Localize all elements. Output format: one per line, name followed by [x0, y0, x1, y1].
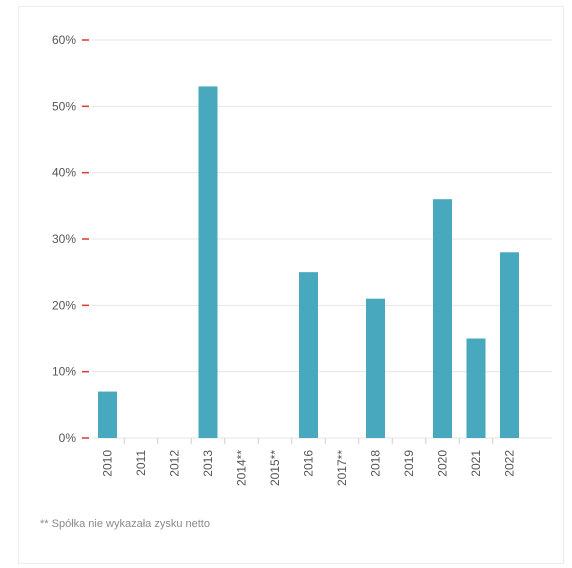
- bar: [366, 298, 385, 438]
- x-tick-label: 2014**: [235, 450, 249, 486]
- y-tick-label: 10%: [52, 365, 76, 379]
- x-tick-label: 2021: [469, 450, 483, 477]
- y-tick-label: 50%: [52, 99, 76, 113]
- bar: [433, 199, 452, 438]
- x-tick-label: 2012: [168, 450, 182, 477]
- x-tick-label: 2019: [402, 450, 416, 477]
- y-axis: 0% 10% 20% 30% 40% 50% 60%: [52, 33, 89, 445]
- bar: [466, 338, 486, 438]
- footnote: ** Spółka nie wykazała zysku netto: [40, 518, 210, 530]
- x-tick-label: 2018: [369, 450, 383, 477]
- x-tick-label: 2017**: [335, 450, 349, 486]
- bar: [299, 272, 318, 438]
- x-tick-label: 2016: [302, 450, 316, 477]
- x-tick-label: 2011: [134, 450, 148, 476]
- y-tick-label: 60%: [52, 33, 76, 47]
- bar-chart: 0%10%20%30%40%50%60% 2010 2011 2012 2013 201…: [52, 33, 552, 486]
- bar-series: [98, 86, 519, 438]
- x-axis: 2010 2011 2012 2013 2014** 2015** 2016 2017** 20…: [101, 438, 517, 486]
- bar: [198, 86, 218, 438]
- x-tick-label: 2010: [101, 450, 115, 477]
- chart-card: [18, 6, 564, 564]
- bar: [500, 252, 519, 438]
- bar: [98, 391, 117, 438]
- y-tick-label: 20%: [52, 298, 76, 312]
- y-tick-label: 30%: [52, 232, 76, 246]
- x-tick-label: 2013: [201, 450, 215, 477]
- y-tick-label: 40%: [52, 166, 76, 180]
- x-tick-label: 2015**: [268, 450, 282, 486]
- x-tick-label: 2022: [503, 450, 517, 477]
- x-tick-label: 2020: [436, 450, 450, 477]
- y-tick-label: 0%: [59, 431, 77, 445]
